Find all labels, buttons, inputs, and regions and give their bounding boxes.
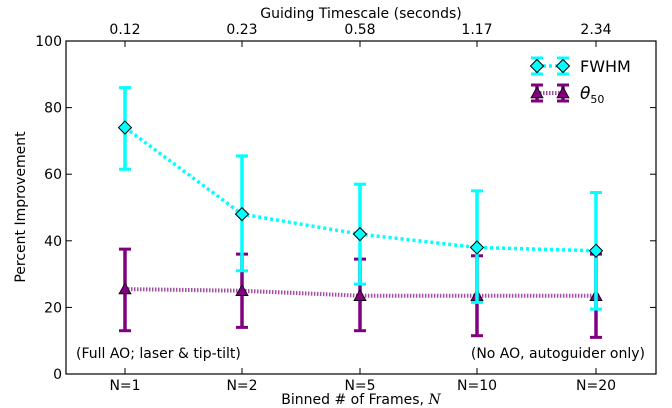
legend-marker	[529, 58, 545, 74]
y-tick-label: 100	[35, 34, 62, 50]
legend-label-theta50: θ50	[580, 84, 604, 106]
data-point-fwhm	[588, 243, 604, 258]
axes-layer: 0 20 40 60 80 100 N=1 0.12 N=2 0.23 N=5 0.58 N=10 1.1…	[35, 22, 656, 394]
data-point-fwhm	[234, 206, 250, 222]
top-tick-label: 1.17	[461, 22, 492, 38]
x-tick-label: N=5	[344, 378, 375, 394]
legend: FWHM θ50	[529, 56, 631, 106]
annotation-left: (Full AO; laser & tip-tilt)	[76, 346, 241, 362]
top-axis-label: Guiding Timescale (seconds)	[260, 6, 462, 22]
data-point-theta50	[353, 288, 367, 301]
top-tick-label: 0.12	[109, 22, 140, 38]
data-point-fwhm	[117, 120, 133, 135]
x-axis-label-var: N	[427, 392, 441, 408]
y-tick-label: 0	[53, 367, 62, 383]
x-axis-label: Binned # of Frames, N	[281, 392, 441, 408]
x-axis-label-text: Binned # of Frames,	[281, 392, 428, 408]
series-fwhm	[117, 86, 604, 311]
x-tick-label: N=10	[457, 378, 497, 394]
legend-marker	[556, 86, 570, 99]
top-tick-label: 0.23	[226, 22, 257, 38]
plot-frame	[65, 40, 657, 375]
annotation-right: (No AO, autoguider only)	[471, 346, 645, 362]
x-tick-label: N=20	[576, 378, 616, 394]
y-tick-label: 60	[44, 167, 62, 183]
legend-sample-fwhm	[529, 56, 571, 76]
data-point-theta50	[235, 283, 249, 296]
y-tick-label: 40	[44, 234, 62, 250]
y-tick-label: 80	[44, 101, 62, 117]
top-tick-label: 2.34	[580, 22, 611, 38]
legend-marker	[555, 58, 571, 74]
legend-label-fwhm: FWHM	[580, 57, 631, 76]
y-axis-label: Percent Improvement	[13, 131, 29, 283]
data-point-fwhm	[352, 226, 368, 242]
data-point-theta50	[118, 282, 132, 295]
y-tick-label: 20	[44, 300, 62, 316]
x-tick-label: N=1	[109, 378, 140, 394]
legend-label-theta-main: θ	[580, 84, 591, 104]
x-tick-label: N=2	[226, 378, 257, 394]
top-tick-label: 0.58	[344, 22, 375, 38]
legend-label-theta-sub: 50	[590, 93, 604, 106]
series-layer	[117, 86, 604, 339]
data-point-fwhm	[469, 240, 485, 255]
legend-marker	[530, 86, 544, 99]
legend-sample-theta50	[530, 83, 570, 103]
